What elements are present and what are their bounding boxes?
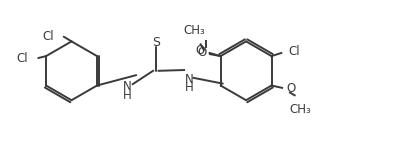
Text: Cl: Cl — [17, 52, 28, 65]
Text: N: N — [185, 73, 194, 85]
Text: H: H — [185, 81, 194, 94]
Text: Cl: Cl — [288, 45, 300, 58]
Text: CH₃: CH₃ — [184, 24, 206, 37]
Text: O: O — [196, 44, 205, 57]
Text: CH₃: CH₃ — [289, 103, 311, 116]
Text: methoxy: methoxy — [183, 26, 235, 39]
Text: H: H — [123, 89, 132, 102]
Text: N: N — [123, 80, 132, 93]
Text: methoxy_top: methoxy_top — [165, 26, 242, 39]
Text: Cl: Cl — [42, 30, 54, 43]
Text: O: O — [198, 46, 207, 59]
Text: O: O — [286, 82, 295, 95]
Text: S: S — [152, 36, 160, 49]
